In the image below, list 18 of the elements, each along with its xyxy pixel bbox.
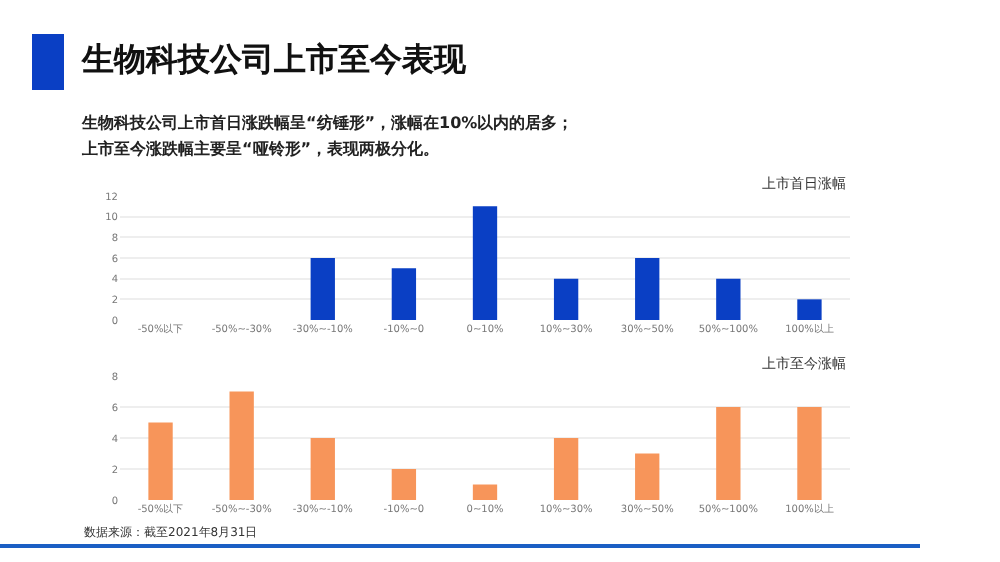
bar (310, 258, 335, 320)
bar (391, 268, 417, 320)
bar (797, 407, 822, 500)
bar (229, 391, 254, 500)
bar (635, 258, 660, 320)
bar (716, 407, 741, 500)
chart-title: 生物科技公司上市至今表现 (82, 40, 466, 82)
bar (472, 206, 498, 320)
bar (716, 278, 741, 320)
bar (797, 299, 822, 320)
bar (310, 438, 335, 500)
bar (553, 438, 579, 500)
bar (391, 469, 417, 500)
bar (635, 453, 660, 500)
chart-subtitle: 生物科技公司上市首日涨跌幅呈“纺锤形”，涨幅在10%以内的居多；上市至今涨跌幅主要呈“哑铃形”，表现两极分化。 (82, 112, 576, 162)
bar (148, 422, 173, 500)
bar (553, 278, 579, 320)
bar (472, 484, 498, 500)
